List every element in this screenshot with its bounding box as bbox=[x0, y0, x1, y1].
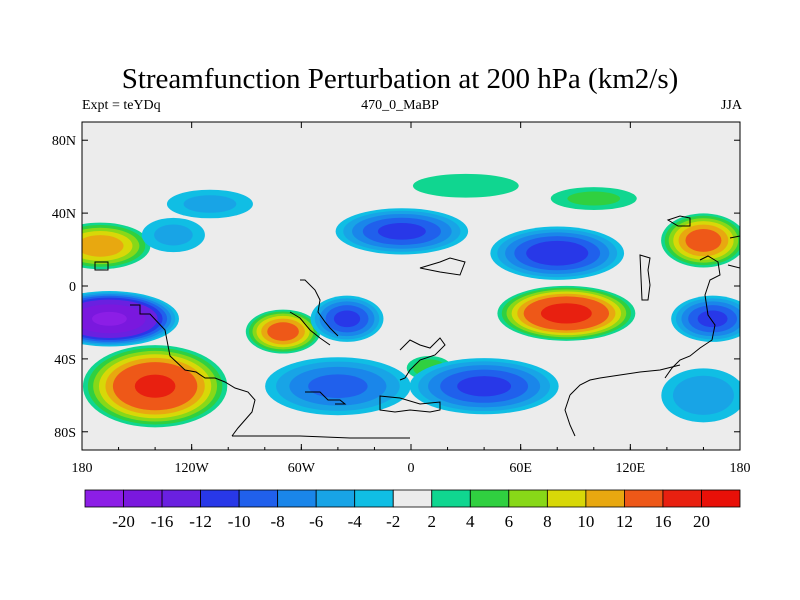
x-tick-label: 120W bbox=[175, 461, 210, 476]
contour-band bbox=[457, 376, 512, 397]
colorbar-label: 16 bbox=[654, 512, 671, 531]
field-blob bbox=[550, 187, 637, 210]
colorbar-label: 6 bbox=[505, 512, 514, 531]
field-blob bbox=[265, 357, 411, 416]
contour-band bbox=[672, 375, 734, 415]
contour-band bbox=[685, 228, 722, 252]
field-blob bbox=[671, 295, 740, 342]
field-blob bbox=[310, 295, 384, 342]
field-blob bbox=[497, 285, 636, 341]
experiment-label: Expt = teYDq bbox=[82, 98, 161, 113]
colorbar-label: 8 bbox=[543, 512, 552, 531]
contour-band bbox=[134, 374, 176, 398]
field-blob bbox=[409, 358, 559, 415]
contour-field bbox=[82, 173, 740, 428]
colorbar-box bbox=[200, 489, 240, 508]
colorbar: -20 -16 -12 -10 -8 -6 -4 -2 2 4 6 8 10 12 16 20 bbox=[84, 489, 741, 531]
field-blob bbox=[335, 208, 469, 255]
field-blob bbox=[82, 291, 179, 347]
colorbar-box bbox=[585, 489, 625, 508]
colorbar-box bbox=[84, 489, 124, 508]
colorbar-label: -6 bbox=[309, 512, 323, 531]
x-tick-label: 120E bbox=[616, 461, 646, 476]
colorbar-box bbox=[508, 489, 548, 508]
colorbar-label: -10 bbox=[228, 512, 251, 531]
colorbar-box bbox=[469, 489, 510, 508]
x-tick-label: 60E bbox=[509, 461, 532, 476]
colorbar-label: 2 bbox=[428, 512, 437, 531]
y-tick-label: 40N bbox=[52, 207, 76, 222]
colorbar-box bbox=[701, 489, 741, 508]
field-blob bbox=[245, 309, 321, 354]
contour-band bbox=[697, 310, 728, 328]
y-tick-label: 80S bbox=[54, 426, 76, 441]
colorbar-label: -8 bbox=[271, 512, 285, 531]
contour-band bbox=[82, 235, 124, 257]
period-label: 470_0_MaBP bbox=[361, 98, 439, 113]
colorbar-label: 10 bbox=[577, 512, 594, 531]
colorbar-box bbox=[431, 489, 471, 508]
field-blob bbox=[141, 217, 205, 253]
contour-band bbox=[267, 322, 299, 341]
x-tick-label: 60W bbox=[288, 461, 316, 476]
colorbar-box bbox=[624, 489, 664, 508]
contour-band bbox=[377, 222, 426, 240]
colorbar-box bbox=[315, 489, 356, 508]
x-axis: 180 120W 60W 0 60E 120E 180 bbox=[72, 122, 751, 476]
field-blob bbox=[661, 213, 740, 268]
field-blob bbox=[82, 222, 151, 270]
field-blob bbox=[490, 226, 625, 280]
colorbar-box bbox=[546, 489, 587, 508]
colorbar-label: -20 bbox=[112, 512, 135, 531]
contour-band bbox=[540, 303, 592, 324]
x-tick-label: 0 bbox=[408, 461, 415, 476]
contour-band bbox=[526, 240, 589, 266]
colorbar-label: -4 bbox=[348, 512, 363, 531]
contour-band bbox=[183, 195, 237, 213]
contour-band bbox=[333, 310, 361, 328]
colorbar-box bbox=[277, 489, 317, 508]
y-axis: 80N 40N 0 40S 80S bbox=[52, 134, 740, 441]
y-tick-label: 40S bbox=[54, 353, 76, 368]
field-blob bbox=[661, 368, 740, 423]
contour-band bbox=[567, 191, 621, 206]
colorbar-label: 20 bbox=[693, 512, 710, 531]
contour-band bbox=[154, 224, 193, 246]
colorbar-box bbox=[238, 489, 279, 508]
colorbar-label: -2 bbox=[386, 512, 400, 531]
season-label: JJA bbox=[720, 98, 742, 113]
colorbar-box bbox=[354, 489, 394, 508]
colorbar-box bbox=[123, 489, 163, 508]
colorbar-box bbox=[161, 489, 201, 508]
y-tick-label: 80N bbox=[52, 134, 76, 149]
colorbar-label: 12 bbox=[616, 512, 633, 531]
x-tick-label: 180 bbox=[730, 461, 751, 476]
x-tick-label: 180 bbox=[72, 461, 93, 476]
colorbar-label: -12 bbox=[189, 512, 212, 531]
colorbar-box bbox=[392, 489, 433, 508]
chart-title: Streamfunction Perturbation at 200 hPa (… bbox=[121, 63, 679, 95]
colorbar-box bbox=[662, 489, 702, 508]
field-blob bbox=[412, 173, 519, 198]
contour-band bbox=[308, 374, 368, 399]
colorbar-label: -16 bbox=[151, 512, 174, 531]
coastline bbox=[94, 215, 740, 439]
field-blob bbox=[166, 189, 253, 219]
y-tick-label: 0 bbox=[69, 280, 76, 295]
field-blob bbox=[82, 345, 228, 428]
colorbar-label: 4 bbox=[466, 512, 475, 531]
contour-band bbox=[412, 173, 519, 198]
contour-band bbox=[92, 311, 127, 326]
